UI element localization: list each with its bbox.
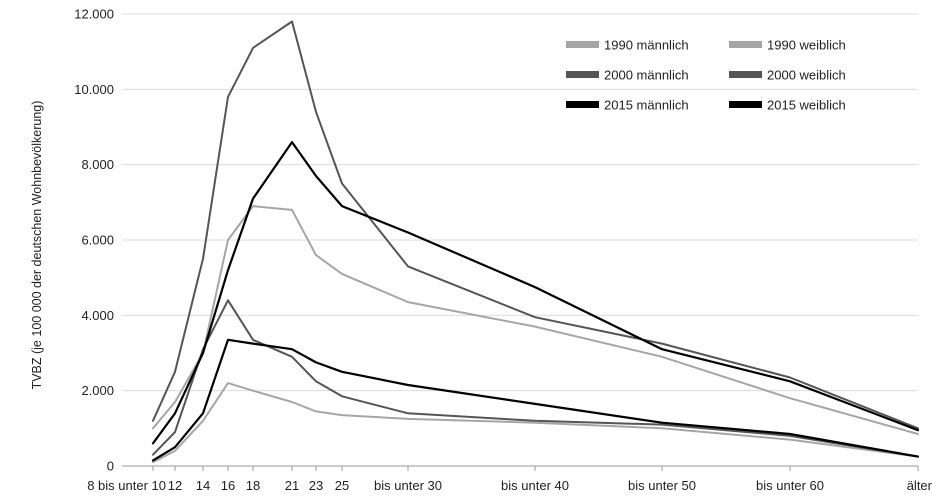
series-line-2015-männlich xyxy=(151,141,920,445)
y-tick-label: 4.000 xyxy=(81,308,114,323)
x-tick-label: 8 bis unter 10 xyxy=(87,478,166,493)
legend-label: 1990 männlich xyxy=(604,38,689,53)
legend-label: 2000 weiblich xyxy=(767,68,846,83)
series-line-2000-männlich xyxy=(152,20,919,430)
y-tick-label: 8.000 xyxy=(81,157,114,172)
x-tick-label: bis unter 50 xyxy=(628,478,696,493)
x-tick-label: bis unter 30 xyxy=(374,478,442,493)
series-line-1990-weiblich xyxy=(152,382,919,464)
y-tick-label: 0 xyxy=(107,459,114,474)
legend-swatch xyxy=(729,101,762,108)
legend-swatch xyxy=(566,71,599,78)
x-tick-label: 21 xyxy=(285,478,299,493)
legend-swatch xyxy=(729,71,762,78)
x-tick-label: 16 xyxy=(221,478,235,493)
x-tick-label: 18 xyxy=(246,478,260,493)
legend-swatch xyxy=(729,41,762,48)
series-lines xyxy=(151,20,920,464)
x-tick-labels: 8 bis unter 10 12 14 16 18 21 23 25 bis unter 30… xyxy=(87,478,932,493)
legend-label: 1990 weiblich xyxy=(767,38,846,53)
x-tick-label: älter xyxy=(907,478,932,493)
legend: 1990 männlich 1990 weiblich 2000 männlich 2… xyxy=(566,38,846,113)
legend-swatch xyxy=(566,101,599,108)
legend-label: 2015 männlich xyxy=(604,98,689,113)
legend-label: 2000 männlich xyxy=(604,68,689,83)
legend-label: 2015 weiblich xyxy=(767,98,846,113)
y-tick-label: 10.000 xyxy=(74,82,114,97)
y-tick-label: 12.000 xyxy=(74,7,114,22)
series-line-2000-weiblich xyxy=(152,299,919,458)
x-tick-label: bis unter 40 xyxy=(501,478,569,493)
y-axis-label: TVBZ (je 100 000 der deutschen Wohnbevöl… xyxy=(30,101,44,390)
y-tick-labels: 0 2.000 4.000 6.000 8.000 10.000 12.000 xyxy=(74,7,114,474)
x-tick-label: bis unter 60 xyxy=(756,478,824,493)
y-tick-label: 2.000 xyxy=(81,383,114,398)
x-tick-label: 25 xyxy=(335,478,349,493)
x-tick-label: 23 xyxy=(309,478,323,493)
series-line-2015-weiblich xyxy=(151,338,920,462)
gridlines xyxy=(122,13,918,392)
x-tick-label: 14 xyxy=(196,478,210,493)
x-axis xyxy=(122,465,919,471)
y-tick-label: 6.000 xyxy=(81,233,114,248)
x-tick-label: 12 xyxy=(168,478,182,493)
legend-swatch xyxy=(566,41,599,48)
